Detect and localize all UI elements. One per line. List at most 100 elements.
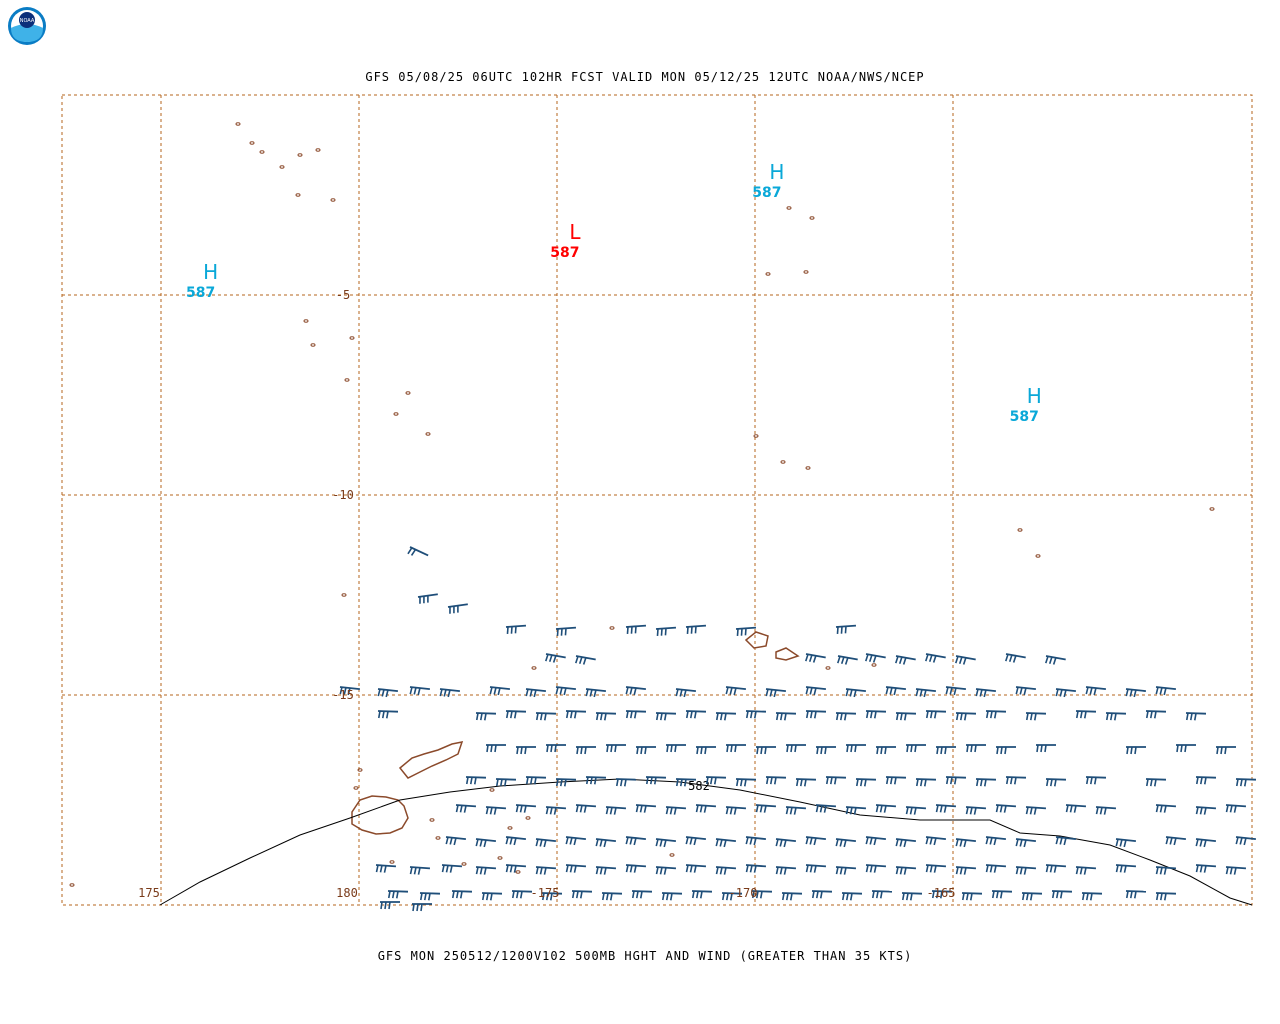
- wind-barb: [695, 804, 717, 813]
- islet: [393, 412, 399, 416]
- wind-barb: [955, 655, 976, 665]
- wind-barb: [1036, 744, 1056, 753]
- wind-barb: [786, 744, 806, 753]
- wind-barb: [505, 864, 527, 873]
- low-pressure-letter: L: [569, 220, 581, 244]
- wind-barb: [745, 836, 766, 846]
- wind-barb: [835, 624, 857, 634]
- wind-barb: [885, 686, 906, 696]
- wind-barb: [1125, 890, 1147, 899]
- wind-barb: [625, 710, 647, 719]
- wind-barb: [775, 712, 797, 721]
- latitude-label: -10: [332, 488, 354, 502]
- wind-barb: [661, 892, 683, 901]
- islet: [507, 826, 513, 830]
- wind-barb: [865, 710, 887, 719]
- wind-barb: [1225, 804, 1247, 813]
- wind-barb: [945, 776, 967, 785]
- wind-barb: [575, 804, 597, 813]
- longitude-label: -170: [729, 886, 758, 900]
- wind-barb: [377, 688, 398, 698]
- pressure-value: 587: [550, 245, 579, 261]
- wind-barb: [805, 864, 827, 873]
- wind-barb: [655, 866, 677, 875]
- islet: [69, 883, 75, 887]
- wind-barb: [925, 710, 947, 719]
- wind-barb: [775, 838, 796, 848]
- wind-barb: [1235, 836, 1256, 846]
- wind-barb: [1195, 806, 1217, 815]
- wind-barb: [439, 688, 460, 698]
- wind-barb: [486, 744, 506, 753]
- wind-barb: [925, 653, 946, 663]
- islet: [235, 122, 241, 126]
- wind-barb: [576, 746, 596, 755]
- wind-barb: [1105, 712, 1127, 721]
- wind-barb: [685, 710, 707, 719]
- wind-barb: [555, 778, 577, 787]
- pressure-value: 587: [752, 185, 781, 201]
- wind-barb: [685, 624, 707, 634]
- wind-barb: [906, 744, 926, 753]
- wind-barb: [721, 892, 743, 901]
- islet: [310, 343, 316, 347]
- wind-barb: [447, 603, 468, 614]
- wind-barb: [475, 866, 497, 875]
- wind-barb: [489, 686, 510, 696]
- wind-barb: [417, 593, 438, 604]
- lat-lon-grid: [61, 94, 1253, 906]
- wind-barb: [625, 836, 646, 846]
- wind-barb: [985, 710, 1007, 719]
- wind-barb: [1155, 892, 1177, 901]
- wind-barb: [665, 806, 687, 815]
- longitude-label: 180: [336, 886, 358, 900]
- wind-barb: [511, 890, 533, 899]
- wind-barb: [605, 806, 627, 815]
- map-title: GFS 05/08/25 06UTC 102HR FCST VALID MON …: [365, 70, 925, 84]
- wind-barb: [545, 653, 566, 663]
- wind-barb: [1055, 836, 1076, 846]
- wind-barb: [935, 804, 957, 813]
- wind-barb: [995, 804, 1017, 813]
- wind-barb: [1085, 776, 1107, 785]
- wind-barb: [601, 892, 623, 901]
- wind-barb: [945, 686, 966, 696]
- wind-barb: [905, 806, 927, 815]
- islet: [1035, 554, 1041, 558]
- wind-barb: [625, 686, 646, 696]
- wind-barb: [485, 806, 507, 815]
- wind-barb: [1145, 778, 1167, 787]
- islet: [803, 270, 809, 274]
- wind-barb: [525, 776, 547, 785]
- wind-barb: [845, 688, 866, 698]
- wind-barb: [855, 778, 877, 787]
- wind-barb: [925, 864, 947, 873]
- islet: [871, 663, 877, 667]
- islet: [435, 836, 441, 840]
- samoa-savaii: [744, 631, 769, 649]
- wind-barb: [1155, 866, 1177, 875]
- wind-barb: [876, 746, 896, 755]
- wind-barb: [825, 776, 847, 785]
- islet: [279, 165, 285, 169]
- wind-barb: [1021, 892, 1043, 901]
- wind-barb: [1005, 653, 1026, 663]
- wind-barb: [1045, 864, 1067, 873]
- wind-barb: [705, 776, 727, 785]
- wind-barb: [725, 686, 746, 696]
- islet: [357, 768, 363, 772]
- islet: [1017, 528, 1023, 532]
- islet: [461, 862, 467, 866]
- wind-barb: [441, 864, 463, 873]
- wind-barb: [525, 688, 546, 698]
- wind-barb: [615, 778, 637, 787]
- wind-barb: [571, 890, 593, 899]
- wind-barb: [675, 778, 697, 787]
- wind-barb: [606, 744, 626, 753]
- wind-barb: [996, 746, 1016, 755]
- latitude-label: -5: [336, 288, 350, 302]
- wind-barb: [835, 866, 857, 875]
- high-pressure-letter: H: [769, 160, 784, 184]
- wind-barb: [1055, 688, 1076, 698]
